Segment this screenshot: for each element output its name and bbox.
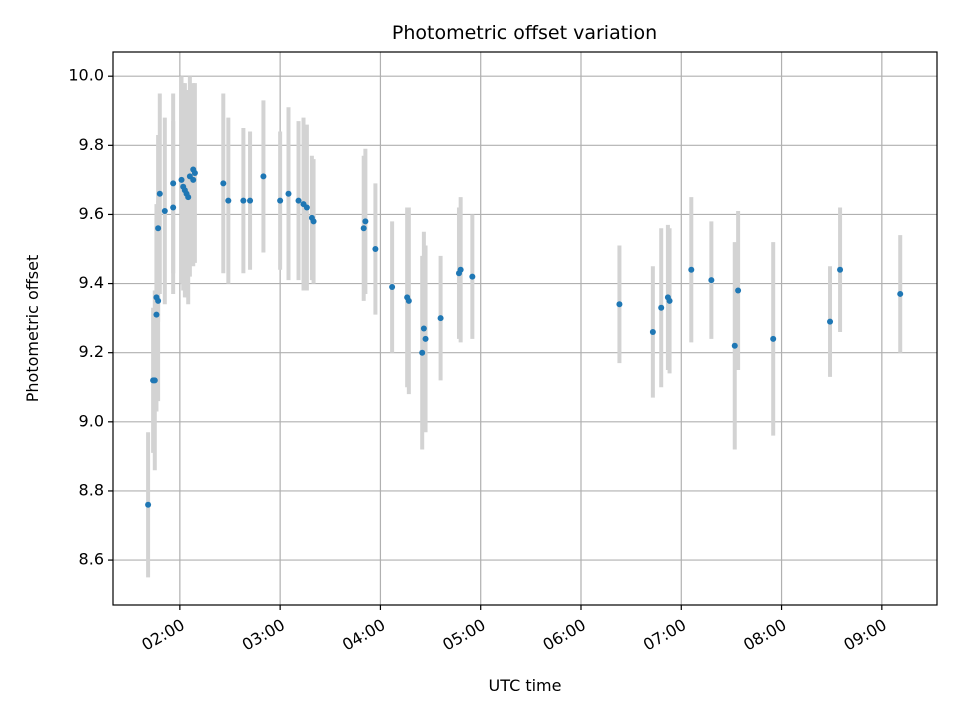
- data-point: [155, 297, 162, 304]
- data-point: [151, 377, 158, 384]
- y-tick-label: 9.4: [79, 273, 104, 292]
- data-point: [155, 225, 162, 232]
- data-point: [240, 197, 247, 204]
- data-point: [303, 204, 310, 211]
- data-point: [437, 315, 444, 322]
- data-point: [649, 328, 656, 335]
- data-point: [389, 284, 396, 291]
- data-point: [170, 180, 177, 187]
- x-axis-label: UTC time: [489, 676, 562, 695]
- data-point: [457, 266, 464, 273]
- data-point: [708, 277, 715, 284]
- data-point: [161, 207, 168, 214]
- data-point: [419, 349, 426, 356]
- data-point: [372, 246, 379, 253]
- data-point: [190, 176, 197, 183]
- data-point: [153, 311, 160, 318]
- data-point: [185, 194, 192, 201]
- data-point: [191, 169, 198, 176]
- y-tick-label: 8.8: [79, 480, 104, 499]
- y-tick-label: 9.6: [79, 204, 104, 223]
- data-point: [285, 190, 292, 197]
- data-point: [156, 190, 163, 197]
- y-tick-label: 8.6: [79, 550, 104, 569]
- data-point: [666, 297, 673, 304]
- data-point: [731, 342, 738, 349]
- data-point: [360, 225, 367, 232]
- data-point: [170, 204, 177, 211]
- data-point: [225, 197, 232, 204]
- data-point: [897, 290, 904, 297]
- data-point: [770, 335, 777, 342]
- data-point: [247, 197, 254, 204]
- y-tick-label: 9.2: [79, 342, 104, 361]
- data-point: [616, 301, 623, 308]
- data-point: [220, 180, 227, 187]
- data-point: [178, 176, 185, 183]
- data-point: [827, 318, 834, 325]
- y-axis-label: Photometric offset: [23, 255, 42, 403]
- chart-title: Photometric offset variation: [392, 22, 657, 44]
- plot-frame: [112, 51, 938, 606]
- data-point: [260, 173, 267, 180]
- data-point: [310, 218, 317, 225]
- data-point: [420, 325, 427, 332]
- data-point: [362, 218, 369, 225]
- data-point: [658, 304, 665, 311]
- data-point: [145, 501, 152, 508]
- data-point: [277, 197, 284, 204]
- data-point: [688, 266, 695, 273]
- data-point: [837, 266, 844, 273]
- y-tick-label: 9.8: [79, 135, 104, 154]
- y-ticks: 8.6 8.8 9.0 9.2 9.4 9.6 9.8 10.0: [68, 66, 113, 569]
- y-tick-label: 9.0: [79, 411, 104, 430]
- data-point: [469, 273, 476, 280]
- data-point: [735, 287, 742, 294]
- data-point: [295, 197, 302, 204]
- data-point: [405, 297, 412, 304]
- data-points: [145, 166, 904, 508]
- y-tick-label: 10.0: [68, 66, 104, 85]
- data-point: [422, 335, 429, 342]
